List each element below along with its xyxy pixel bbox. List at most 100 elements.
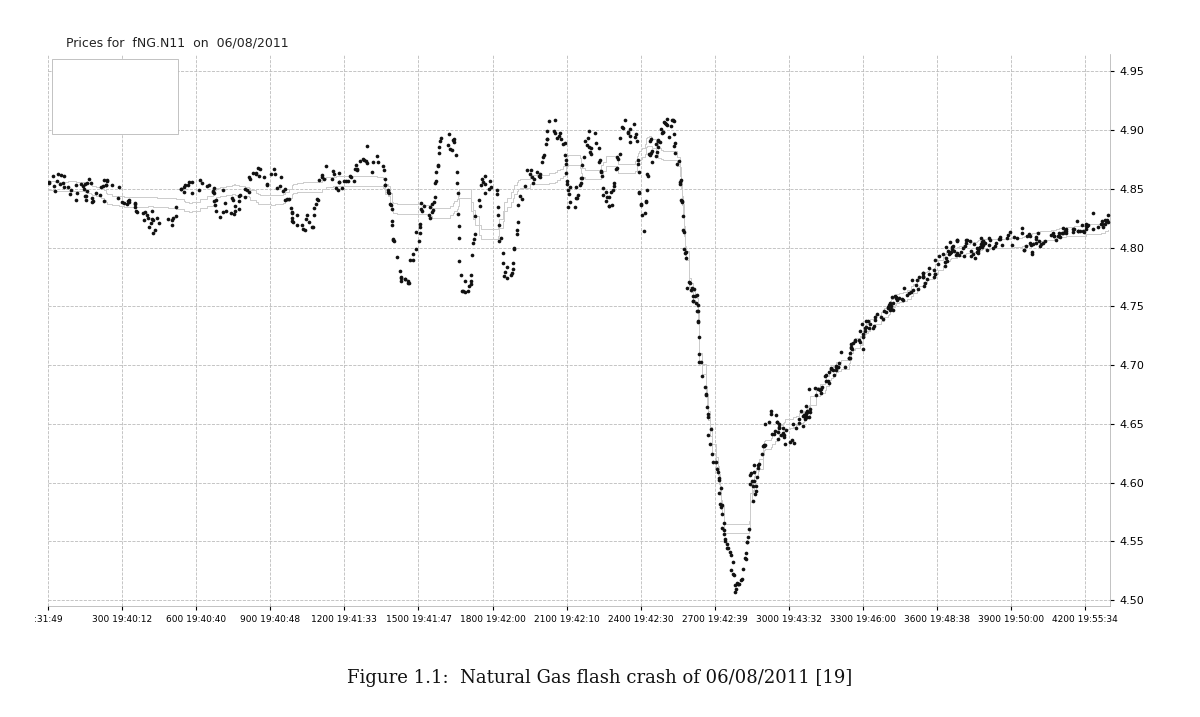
Point bbox=[538, 125, 557, 136]
Point bbox=[749, 458, 768, 470]
Point bbox=[898, 290, 917, 301]
Point bbox=[670, 156, 689, 167]
Point bbox=[566, 181, 586, 192]
Point bbox=[143, 227, 162, 239]
Point bbox=[968, 247, 988, 259]
Point bbox=[391, 272, 410, 283]
Point bbox=[229, 190, 248, 201]
Point bbox=[1082, 224, 1102, 235]
Point bbox=[283, 212, 302, 224]
Point bbox=[883, 297, 902, 308]
Point bbox=[558, 178, 577, 189]
Point bbox=[774, 431, 793, 442]
Point bbox=[206, 194, 226, 205]
Point bbox=[470, 201, 490, 212]
Point bbox=[125, 197, 144, 209]
Point bbox=[713, 499, 732, 511]
Point bbox=[274, 185, 293, 196]
Point bbox=[77, 194, 96, 206]
Point bbox=[649, 136, 668, 147]
Point bbox=[810, 384, 829, 396]
Point bbox=[55, 171, 74, 182]
Point bbox=[456, 287, 475, 298]
Point bbox=[204, 182, 223, 194]
Point bbox=[635, 225, 654, 237]
Point bbox=[82, 178, 101, 189]
Point bbox=[731, 574, 750, 586]
Point bbox=[942, 241, 961, 252]
Point bbox=[296, 214, 316, 225]
Point bbox=[641, 135, 660, 146]
Point bbox=[240, 171, 259, 182]
Point bbox=[875, 305, 894, 316]
Point bbox=[937, 252, 956, 264]
Point bbox=[1028, 227, 1048, 238]
Point bbox=[427, 166, 446, 178]
Point bbox=[775, 439, 794, 450]
Point bbox=[965, 238, 984, 250]
Point bbox=[430, 147, 449, 158]
Point bbox=[532, 156, 551, 167]
Point bbox=[880, 299, 899, 310]
Point bbox=[490, 219, 509, 230]
Point bbox=[53, 177, 72, 189]
Point bbox=[665, 140, 684, 151]
Point bbox=[240, 186, 259, 198]
Point bbox=[565, 201, 584, 213]
Point bbox=[818, 375, 838, 386]
Point bbox=[125, 198, 144, 209]
Point bbox=[965, 252, 984, 264]
Point bbox=[1026, 237, 1045, 249]
Point bbox=[701, 438, 720, 450]
Point bbox=[689, 315, 708, 327]
Point bbox=[726, 584, 745, 595]
Point bbox=[812, 381, 832, 392]
Point bbox=[52, 169, 71, 181]
Point bbox=[422, 199, 442, 210]
Point bbox=[1063, 227, 1082, 238]
Point bbox=[796, 414, 815, 425]
Point bbox=[350, 155, 370, 166]
Point bbox=[1033, 237, 1052, 249]
Point bbox=[76, 190, 95, 201]
Point bbox=[533, 152, 552, 163]
Point bbox=[238, 184, 257, 196]
Point bbox=[374, 160, 394, 171]
Point bbox=[551, 128, 570, 139]
Point bbox=[1068, 216, 1087, 227]
Point bbox=[158, 213, 178, 224]
Point bbox=[1092, 215, 1111, 227]
Point bbox=[492, 232, 511, 244]
Point bbox=[858, 315, 877, 326]
Point bbox=[616, 114, 635, 125]
Point bbox=[440, 143, 460, 155]
Point bbox=[462, 270, 481, 281]
Point bbox=[643, 156, 662, 167]
Point bbox=[964, 248, 983, 260]
Point bbox=[698, 408, 718, 419]
Point bbox=[1073, 225, 1092, 237]
Point bbox=[448, 187, 467, 199]
Point bbox=[677, 282, 696, 293]
Point bbox=[79, 174, 98, 185]
Point bbox=[305, 202, 324, 214]
Point bbox=[961, 250, 980, 262]
Point bbox=[856, 323, 875, 334]
Point bbox=[551, 133, 570, 145]
Text: Trades: Trades bbox=[68, 67, 110, 77]
Point bbox=[472, 179, 491, 191]
Point bbox=[800, 403, 820, 414]
Point bbox=[924, 271, 943, 282]
Point bbox=[428, 160, 448, 171]
Point bbox=[618, 128, 637, 139]
Point bbox=[460, 280, 479, 291]
Point bbox=[886, 293, 905, 304]
Point bbox=[744, 480, 763, 492]
Point bbox=[587, 137, 606, 148]
Point bbox=[671, 177, 690, 189]
Point bbox=[968, 243, 988, 255]
Point bbox=[1007, 232, 1026, 243]
Point bbox=[696, 389, 715, 401]
Point bbox=[1056, 227, 1075, 239]
Point bbox=[298, 209, 317, 221]
